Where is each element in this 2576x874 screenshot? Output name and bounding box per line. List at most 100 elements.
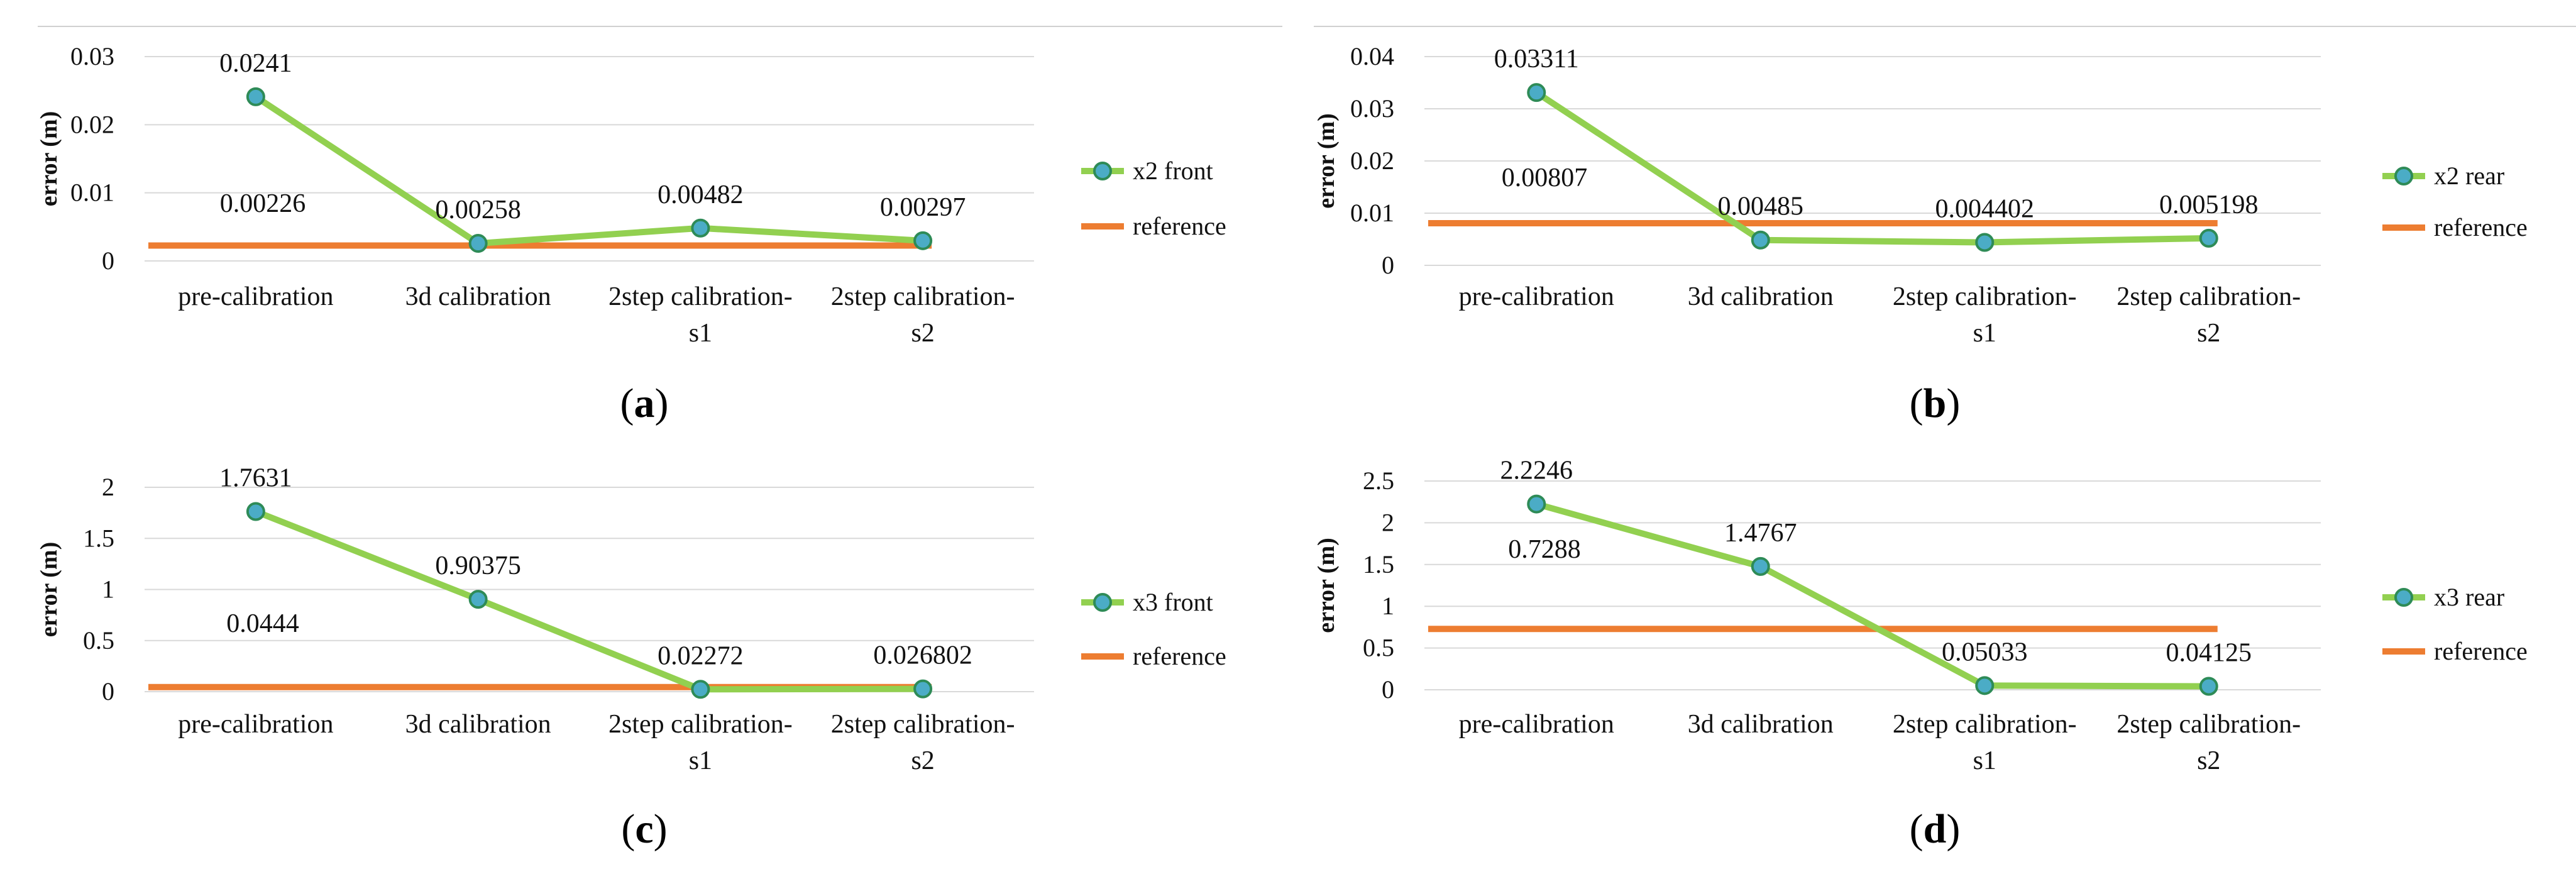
chart-panel-b: 0 0.01 0.02 0.03 0.04 error (m) pre-calibratio… (1313, 26, 2576, 426)
y-tick-label: 0.5 (83, 626, 114, 655)
x-category-label: 3d calibration (405, 710, 551, 739)
x-category-label: pre-calibration (1459, 710, 1614, 739)
y-tick-label: 2.5 (1363, 467, 1394, 495)
y-tick-label: 1.5 (83, 524, 114, 552)
panel-caption: (c) (621, 806, 667, 852)
series-line (1534, 90, 2209, 246)
data-label: 2.2246 (1500, 456, 1573, 485)
y-tick-label: 0.02 (70, 110, 114, 138)
y-tick-label: 0.02 (1350, 147, 1394, 175)
data-label: 0.00297 (880, 193, 966, 222)
data-point (1975, 233, 1995, 252)
data-point (1527, 494, 1546, 514)
data-label: 0.026802 (873, 641, 972, 670)
y-tick-label: 1.5 (1363, 550, 1394, 578)
reference-data-label: 0.00226 (220, 189, 306, 218)
data-point (246, 87, 265, 106)
y-tick-label: 0 (1382, 251, 1394, 279)
legend-marker (2394, 588, 2413, 607)
data-point (2199, 677, 2218, 696)
y-tick-label: 2 (102, 473, 114, 501)
y-axis-title: error (m) (1313, 113, 1340, 209)
x-category-label: pre-calibration (178, 710, 333, 739)
chart-panel-a: 0 0.01 0.02 0.03 error (m) pre-calibration 3d … (36, 26, 1282, 426)
data-label: 0.00485 (1718, 192, 1804, 221)
data-point (913, 231, 933, 250)
data-point (2199, 228, 2218, 248)
chart-panel-c: 0 0.5 1 1.5 2 error (m) pre-calibration 3d cali… (36, 463, 1226, 852)
x-category-label: 2step calibration-s1 (1893, 282, 2077, 348)
y-axis-title: error (m) (1313, 538, 1340, 633)
panel-caption: (d) (1910, 806, 1961, 852)
y-tick-label: 0.04 (1350, 42, 1394, 70)
data-label: 0.00482 (658, 180, 744, 209)
data-label: 0.03311 (1494, 45, 1579, 74)
data-point (1751, 230, 1770, 250)
legend-label-reference: reference (1133, 642, 1226, 670)
y-tick-label: 0 (102, 246, 114, 275)
data-label: 0.004402 (1935, 194, 2035, 223)
data-point (1751, 556, 1770, 576)
data-label: 0.04125 (2166, 639, 2252, 668)
legend-label-reference: reference (2434, 213, 2528, 241)
x-category-label: 3d calibration (1688, 282, 1834, 311)
x-category-label: 2step calibration-s1 (1893, 710, 2077, 775)
y-tick-label: 0.5 (1363, 634, 1394, 662)
panel-caption: (b) (1910, 380, 1961, 426)
data-label: 0.05033 (1942, 638, 2028, 667)
x-category-label: pre-calibration (1459, 282, 1614, 311)
series-line (254, 94, 923, 247)
x-category-label: 2step calibration-s1 (608, 282, 793, 348)
data-point (468, 234, 488, 253)
reference-data-label: 0.0444 (226, 609, 299, 638)
y-tick-label: 0 (1382, 675, 1394, 704)
y-tick-label: 1 (102, 575, 114, 604)
data-label: 0.02272 (658, 641, 744, 670)
data-label: 0.90375 (435, 551, 521, 580)
legend-label-reference: reference (1133, 212, 1226, 240)
y-tick-label: 1 (1382, 592, 1394, 620)
data-point (691, 680, 710, 699)
y-tick-label: 0 (102, 677, 114, 705)
chart-panel-d: 0 0.5 1 1.5 2 2.5 error (m) pre-calibration 3d c… (1313, 456, 2528, 852)
legend-label-series: x3 front (1133, 588, 1213, 616)
y-tick-label: 0.01 (70, 179, 114, 207)
data-label: 0.0241 (219, 49, 292, 78)
series-line (1535, 501, 2209, 690)
y-axis-title: error (m) (36, 111, 62, 207)
y-tick-label: 0.03 (70, 42, 114, 70)
reference-data-label: 0.7288 (1508, 535, 1581, 564)
y-tick-label: 2 (1382, 508, 1394, 536)
x-category-label: 3d calibration (1688, 710, 1834, 739)
data-label: 1.4767 (1724, 519, 1797, 548)
x-category-label: 2step calibration-s2 (831, 710, 1015, 775)
x-category-label: 2step calibration-s1 (608, 710, 793, 775)
y-tick-label: 0.03 (1350, 94, 1394, 123)
x-category-label: pre-calibration (178, 282, 333, 311)
data-label: 0.005198 (2159, 191, 2259, 219)
legend-marker (1093, 593, 1112, 612)
legend-label-reference: reference (2434, 637, 2528, 665)
data-point (913, 679, 933, 699)
x-category-label: 2step calibration-s2 (2116, 282, 2301, 348)
legend-label-series: x2 front (1133, 157, 1213, 185)
y-tick-label: 0.01 (1350, 199, 1394, 227)
reference-data-label: 0.00807 (1502, 163, 1588, 192)
x-category-label: 2step calibration-s2 (831, 282, 1015, 348)
x-category-label: 2step calibration-s2 (2116, 710, 2301, 775)
data-point (468, 590, 488, 609)
data-point (1975, 676, 1995, 695)
y-axis-title: error (m) (36, 542, 62, 638)
data-point (1527, 83, 1546, 102)
legend-marker (1093, 162, 1112, 180)
data-point (691, 218, 710, 238)
x-category-label: 3d calibration (405, 282, 551, 311)
data-point (246, 502, 265, 521)
legend-label-series: x2 rear (2434, 162, 2504, 190)
data-label: 1.7631 (219, 463, 292, 492)
data-label: 0.00258 (435, 196, 521, 224)
panel-caption: (a) (620, 380, 669, 426)
legend-marker (2394, 167, 2413, 185)
series-line (255, 508, 923, 693)
